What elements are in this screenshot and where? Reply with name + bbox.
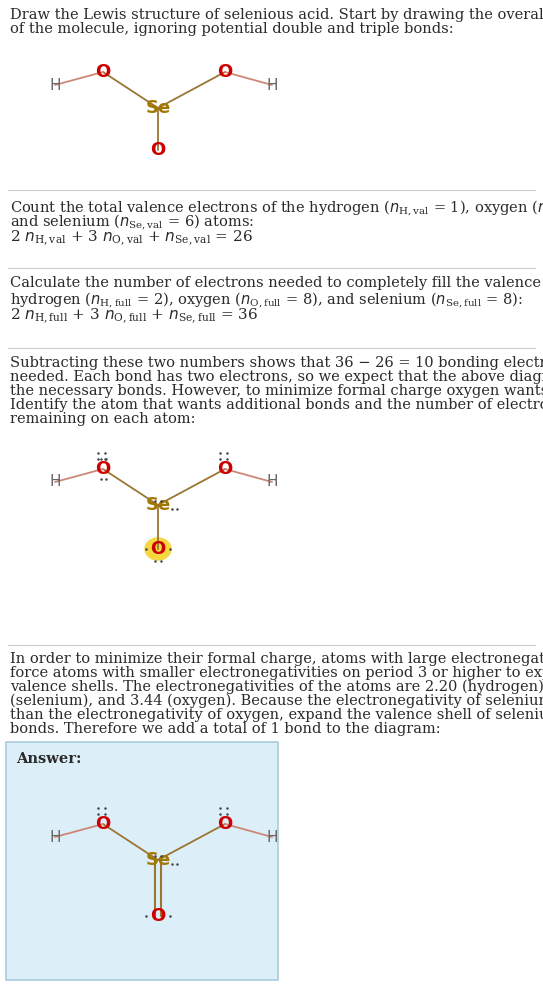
Text: H: H — [49, 475, 61, 490]
Ellipse shape — [145, 538, 171, 560]
Text: Calculate the number of electrons needed to completely fill the valence shells f: Calculate the number of electrons needed… — [10, 276, 543, 290]
Text: 2 $n_{\mathregular{H,full}}$ + 3 $n_{\mathregular{O,full}}$ + $n_{\mathregular{S: 2 $n_{\mathregular{H,full}}$ + 3 $n_{\ma… — [10, 306, 258, 326]
Text: Answer:: Answer: — [16, 752, 81, 766]
Text: H: H — [266, 829, 278, 844]
Text: Se: Se — [146, 496, 171, 514]
Text: O: O — [96, 63, 111, 81]
Text: Count the total valence electrons of the hydrogen ($n_{\mathregular{H,val}}$ = 1: Count the total valence electrons of the… — [10, 198, 543, 217]
Text: Draw the Lewis structure of selenious acid. Start by drawing the overall structu: Draw the Lewis structure of selenious ac… — [10, 8, 543, 22]
Text: O: O — [217, 460, 232, 478]
Text: Identify the atom that wants additional bonds and the number of electrons: Identify the atom that wants additional … — [10, 398, 543, 412]
Text: O: O — [150, 141, 166, 159]
Text: of the molecule, ignoring potential double and triple bonds:: of the molecule, ignoring potential doub… — [10, 22, 453, 36]
Text: (selenium), and 3.44 (oxygen). Because the electronegativity of selenium is smal: (selenium), and 3.44 (oxygen). Because t… — [10, 694, 543, 708]
Text: O: O — [217, 815, 232, 833]
Text: O: O — [150, 907, 166, 925]
Text: H: H — [49, 829, 61, 844]
FancyBboxPatch shape — [6, 742, 278, 980]
Text: bonds. Therefore we add a total of 1 bond to the diagram:: bonds. Therefore we add a total of 1 bon… — [10, 722, 440, 736]
Text: valence shells. The electronegativities of the atoms are 2.20 (hydrogen), 2.55: valence shells. The electronegativities … — [10, 680, 543, 694]
Text: force atoms with smaller electronegativities on period 3 or higher to expand the: force atoms with smaller electronegativi… — [10, 666, 543, 680]
Text: O: O — [96, 815, 111, 833]
Text: and selenium ($n_{\mathregular{Se,val}}$ = 6) atoms:: and selenium ($n_{\mathregular{Se,val}}$… — [10, 212, 254, 232]
Text: O: O — [96, 460, 111, 478]
Text: hydrogen ($n_{\mathregular{H,full}}$ = 2), oxygen ($n_{\mathregular{O,full}}$ = : hydrogen ($n_{\mathregular{H,full}}$ = 2… — [10, 290, 523, 310]
Text: Se: Se — [146, 851, 171, 869]
Text: the necessary bonds. However, to minimize formal charge oxygen wants 2 bonds.: the necessary bonds. However, to minimiz… — [10, 384, 543, 398]
Text: H: H — [266, 77, 278, 92]
Text: In order to minimize their formal charge, atoms with large electronegativities c: In order to minimize their formal charge… — [10, 652, 543, 666]
Text: H: H — [49, 77, 61, 92]
Text: Se: Se — [146, 99, 171, 117]
Text: O: O — [150, 540, 166, 558]
Text: Subtracting these two numbers shows that 36 − 26 = 10 bonding electrons are: Subtracting these two numbers shows that… — [10, 356, 543, 370]
Text: 2 $n_{\mathregular{H,val}}$ + 3 $n_{\mathregular{O,val}}$ + $n_{\mathregular{Se,: 2 $n_{\mathregular{H,val}}$ + 3 $n_{\mat… — [10, 228, 253, 248]
Text: O: O — [217, 63, 232, 81]
Text: H: H — [266, 475, 278, 490]
Text: remaining on each atom:: remaining on each atom: — [10, 412, 195, 426]
Text: needed. Each bond has two electrons, so we expect that the above diagram has all: needed. Each bond has two electrons, so … — [10, 370, 543, 384]
Text: than the electronegativity of oxygen, expand the valence shell of selenium to 4: than the electronegativity of oxygen, ex… — [10, 708, 543, 722]
